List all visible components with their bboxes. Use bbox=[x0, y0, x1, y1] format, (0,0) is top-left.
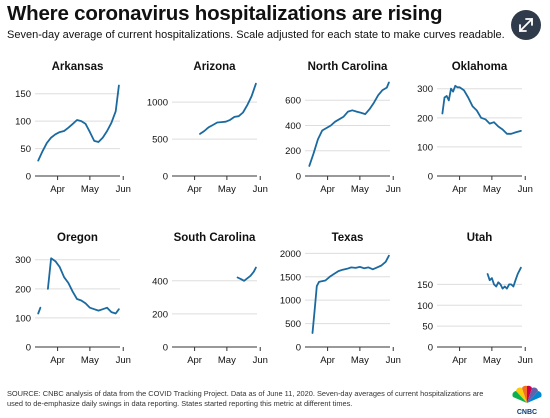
y-tick-label: 150 bbox=[417, 280, 433, 291]
y-tick-label: 0 bbox=[296, 343, 301, 354]
x-tick-label: Apr bbox=[187, 184, 202, 195]
x-tick-label: Apr bbox=[187, 355, 202, 366]
x-tick-label: Jun bbox=[116, 184, 131, 195]
x-tick-label: Apr bbox=[50, 355, 65, 366]
series-line bbox=[308, 81, 390, 167]
x-tick-label: May bbox=[218, 184, 236, 195]
source-note: SOURCE: CNBC analysis of data from the C… bbox=[7, 389, 484, 408]
chart-oregon: Oregon 0 100 200 300 Apr May Jun bbox=[15, 232, 131, 366]
chart-title: Arkansas bbox=[52, 61, 104, 73]
x-tick-label: Apr bbox=[452, 184, 467, 195]
y-tick-label: 1000 bbox=[147, 98, 168, 109]
series-line bbox=[199, 82, 257, 135]
y-tick-label: 200 bbox=[417, 113, 433, 124]
y-tick-label: 100 bbox=[417, 142, 433, 153]
x-tick-label: Jun bbox=[253, 355, 268, 366]
x-tick-label: May bbox=[218, 355, 236, 366]
x-tick-label: Apr bbox=[320, 355, 335, 366]
x-tick-label: Jun bbox=[518, 355, 533, 366]
y-tick-label: 0 bbox=[428, 172, 433, 183]
x-tick-label: May bbox=[351, 355, 369, 366]
y-tick-label: 0 bbox=[26, 343, 31, 354]
expand-arrows-icon bbox=[519, 18, 533, 32]
y-tick-label: 400 bbox=[285, 121, 301, 132]
y-tick-label: 1500 bbox=[280, 272, 301, 283]
series-line bbox=[441, 84, 522, 135]
x-tick-label: May bbox=[483, 355, 501, 366]
series-line bbox=[236, 266, 257, 282]
y-tick-label: 600 bbox=[285, 96, 301, 107]
y-tick-label: 100 bbox=[15, 117, 31, 128]
logo-text: CNBC bbox=[516, 409, 538, 416]
chart-title: Texas bbox=[332, 232, 364, 244]
chart-south-carolina: South Carolina 0 200 400 Apr May Jun bbox=[152, 232, 268, 366]
chart-arkansas: Arkansas 0 50 100 150 Apr May Jun bbox=[15, 61, 131, 195]
y-tick-label: 0 bbox=[296, 172, 301, 183]
x-tick-label: Apr bbox=[320, 184, 335, 195]
chart-title: Oregon bbox=[57, 232, 98, 244]
y-tick-label: 0 bbox=[428, 343, 433, 354]
series-line bbox=[311, 254, 390, 334]
chart-north-carolina: North Carolina 0 200 400 600 Apr May Jun bbox=[285, 61, 401, 195]
series-line bbox=[47, 257, 120, 315]
x-tick-label: May bbox=[351, 184, 369, 195]
chart-oklahoma: Oklahoma 0 100 200 300 Apr May Jun bbox=[417, 61, 533, 195]
y-tick-label: 0 bbox=[26, 172, 31, 183]
series-line bbox=[37, 84, 120, 162]
x-tick-label: Jun bbox=[253, 184, 268, 195]
x-tick-label: Jun bbox=[518, 184, 533, 195]
chart-title: Arizona bbox=[193, 61, 236, 73]
y-tick-label: 150 bbox=[15, 89, 31, 100]
cnbc-logo: CNBC bbox=[510, 385, 544, 416]
series-line bbox=[37, 306, 42, 315]
y-tick-label: 50 bbox=[20, 144, 31, 155]
y-tick-label: 1000 bbox=[280, 296, 301, 307]
page-title: Where coronavirus hospitalizations are r… bbox=[7, 2, 443, 25]
page-subtitle: Seven-day average of current hospitaliza… bbox=[7, 29, 505, 41]
expand-button[interactable] bbox=[511, 10, 541, 40]
y-tick-label: 300 bbox=[15, 255, 31, 266]
y-tick-label: 200 bbox=[15, 284, 31, 295]
chart-title: Oklahoma bbox=[452, 61, 508, 73]
x-tick-label: Jun bbox=[386, 184, 401, 195]
peacock-logo-icon bbox=[512, 385, 542, 403]
y-tick-label: 200 bbox=[285, 146, 301, 157]
series-line bbox=[486, 266, 522, 290]
y-tick-label: 100 bbox=[15, 313, 31, 324]
x-tick-label: May bbox=[81, 355, 99, 366]
x-tick-label: Apr bbox=[50, 184, 65, 195]
y-tick-label: 100 bbox=[417, 301, 433, 312]
x-tick-label: Jun bbox=[386, 355, 401, 366]
x-tick-label: May bbox=[483, 184, 501, 195]
chart-texas: Texas 0 500 1000 1500 2000 Apr May Jun bbox=[280, 232, 401, 366]
y-tick-label: 50 bbox=[422, 322, 433, 333]
y-tick-label: 0 bbox=[163, 343, 168, 354]
chart-title: North Carolina bbox=[308, 61, 388, 73]
y-tick-label: 2000 bbox=[280, 249, 301, 260]
chart-utah: Utah 0 50 100 150 Apr May Jun bbox=[417, 232, 533, 366]
x-tick-label: May bbox=[81, 184, 99, 195]
y-tick-label: 500 bbox=[152, 135, 168, 146]
y-tick-label: 300 bbox=[417, 84, 433, 95]
chart-title: South Carolina bbox=[174, 232, 256, 244]
y-tick-label: 500 bbox=[285, 319, 301, 330]
y-tick-label: 0 bbox=[163, 172, 168, 183]
x-tick-label: Jun bbox=[116, 355, 131, 366]
x-tick-label: Apr bbox=[452, 355, 467, 366]
chart-title: Utah bbox=[467, 232, 493, 244]
y-tick-label: 200 bbox=[152, 309, 168, 320]
y-tick-label: 400 bbox=[152, 276, 168, 287]
chart-arizona: Arizona 0 500 1000 Apr May Jun bbox=[147, 61, 268, 195]
